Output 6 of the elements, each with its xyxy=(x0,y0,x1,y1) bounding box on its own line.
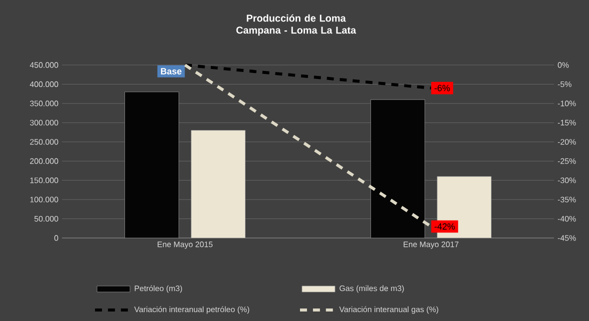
bar xyxy=(436,176,492,238)
data-label: Base xyxy=(160,68,182,74)
chart-title: Producción de Loma Campana - Loma La Lata xyxy=(236,14,356,36)
bar xyxy=(191,130,246,238)
bar xyxy=(124,92,179,238)
bar xyxy=(370,99,426,238)
